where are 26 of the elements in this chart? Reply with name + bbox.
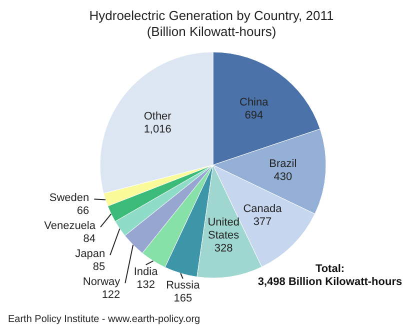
data-label: 430 xyxy=(274,170,292,183)
chart-title: Hydroelectric Generation by Country, 2011 xyxy=(89,8,334,23)
slice-label: United States xyxy=(208,216,240,242)
data-label: 694 xyxy=(244,110,264,122)
chart-subtitle: (Billion Kilowatt-hours) xyxy=(146,24,276,39)
slice-label: Brazil xyxy=(269,158,297,170)
data-label: 122 xyxy=(102,289,120,302)
data-label: 85 xyxy=(92,261,106,274)
slice-label: Venezuela xyxy=(44,220,96,232)
data-label: 132 xyxy=(136,278,155,291)
data-label: 84 xyxy=(83,233,96,246)
slice-label: Other xyxy=(144,110,172,123)
slice-label: Sweden xyxy=(49,192,90,204)
slice-label: Russia xyxy=(166,280,201,292)
slice-label: China xyxy=(240,96,270,109)
data-label: 165 xyxy=(174,292,192,305)
data-label: 328 xyxy=(214,242,233,254)
data-label: 66 xyxy=(76,205,90,218)
slice-label: Norway xyxy=(82,276,121,288)
text: Earth Policy Institute - www.earth-policy.org xyxy=(8,314,200,325)
text: Total: 3,498 Billion Kilowatt-hours xyxy=(258,263,402,288)
data-label: 1,016 xyxy=(144,124,172,136)
slice-label: India xyxy=(134,266,159,278)
slice-label: Canada xyxy=(243,203,283,216)
data-label: 377 xyxy=(253,216,272,228)
slice-label: Japan xyxy=(75,248,106,260)
